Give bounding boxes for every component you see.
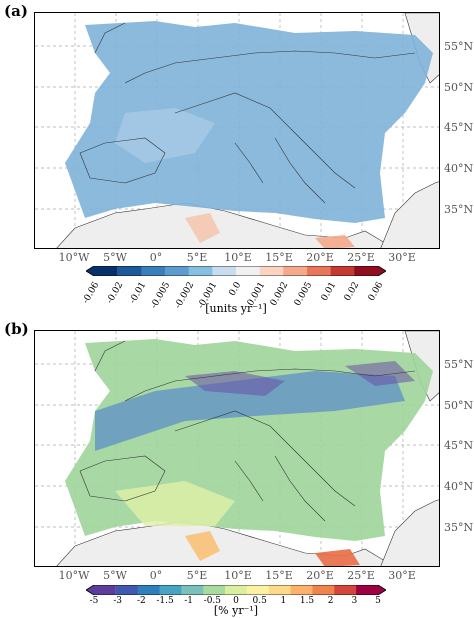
colorbar-segment <box>203 585 226 595</box>
colorbar-segment <box>225 585 248 595</box>
lon-label: 10°E <box>224 251 252 264</box>
colorbar-segment <box>115 585 139 595</box>
colorbar-segment <box>236 266 261 276</box>
colorbar-tick-label: 0.0 <box>227 280 244 298</box>
lon-label: 5°W <box>103 569 127 582</box>
lon-label: 30°E <box>388 251 416 264</box>
lat-label: 45°N <box>444 121 474 134</box>
colorbar-segment <box>246 585 270 595</box>
colorbar-tick-label: -2 <box>136 596 146 606</box>
panel-b-label: (b) <box>4 320 29 338</box>
lon-label: 20°E <box>306 251 334 264</box>
colorbar-segment <box>330 266 355 276</box>
lon-label: 30°E <box>388 569 416 582</box>
colorbar-segment <box>86 585 116 595</box>
lon-label: 5°E <box>186 569 208 582</box>
map-b-canvas <box>35 331 439 566</box>
colorbar-tick-label: -0.002 <box>172 280 196 311</box>
coastlines <box>79 340 416 522</box>
lon-label: 10°W <box>58 569 90 582</box>
map-panel-a <box>34 12 440 249</box>
lat-label: 55°N <box>444 358 474 371</box>
colorbar-segment <box>212 266 237 276</box>
lon-label: 15°E <box>265 251 293 264</box>
colorbar-tick-label: 0.5 <box>252 596 267 606</box>
colorbar-tick-label: -0.01 <box>128 280 149 306</box>
colorbar-segment <box>181 585 204 595</box>
colorbar-tick-label: 3 <box>351 596 358 606</box>
lat-label: 45°N <box>444 439 474 452</box>
colorbar-segment <box>290 585 313 595</box>
coastlines <box>79 22 416 204</box>
colorbar-segment <box>165 266 190 276</box>
panel-a-label: (a) <box>4 2 28 20</box>
lat-label: 35°N <box>444 521 474 534</box>
colorbar-a <box>86 266 386 276</box>
colorbar-tick-label: -0.5 <box>203 596 222 606</box>
lat-label: 55°N <box>444 40 474 53</box>
east-landmass <box>380 181 439 248</box>
colorbar-tick-label: 5 <box>375 596 381 606</box>
lon-label: 0° <box>149 569 163 582</box>
colorbar-segment <box>159 585 182 595</box>
colorbar-segment <box>283 266 308 276</box>
lat-label: 40°N <box>444 480 474 493</box>
colorbar-tick-label: 1 <box>280 596 287 606</box>
lon-label: 5°E <box>186 251 208 264</box>
lon-label: 5°W <box>103 251 127 264</box>
colorbar-tick-label: 0 <box>233 596 239 606</box>
lon-label: 20°E <box>306 569 334 582</box>
colorbar-tick-label: 0.06 <box>366 280 386 303</box>
colorbar-tick-label: -1 <box>184 596 194 606</box>
colorbar-segment <box>117 266 142 276</box>
colorbar-segment <box>86 266 118 276</box>
colorbar-segment <box>141 266 166 276</box>
east-landmass <box>380 499 439 566</box>
colorbar-tick-label: -0.005 <box>149 280 173 311</box>
trend-field-a <box>65 21 433 223</box>
colorbar-tick-label: -1.5 <box>156 596 174 606</box>
colorbar-segment <box>312 585 335 595</box>
lat-label: 50°N <box>444 81 474 94</box>
map-panel-b <box>34 330 440 567</box>
colorbar-segment <box>334 585 357 595</box>
lon-label: 10°W <box>58 251 90 264</box>
lat-label: 50°N <box>444 399 474 412</box>
colorbar-segment <box>268 585 292 595</box>
colorbar-segment <box>354 266 386 276</box>
colorbar-b-unit: [% yr⁻¹] <box>213 604 259 617</box>
lon-label: 25°E <box>347 569 375 582</box>
colorbar-segment <box>188 266 213 276</box>
colorbar-segment <box>307 266 332 276</box>
lon-label: 25°E <box>347 251 375 264</box>
lat-label: 40°N <box>444 162 474 175</box>
colorbar-segment <box>137 585 161 595</box>
colorbar-tick-label: 0.005 <box>292 280 315 308</box>
colorbar-tick-label: -0.06 <box>81 280 102 306</box>
colorbar-tick-label: 0.02 <box>342 280 362 303</box>
colorbar-a-unit: [units yr⁻¹] <box>205 302 267 315</box>
lon-label: 15°E <box>265 569 293 582</box>
colorbar-tick-label: 0.002 <box>269 280 291 308</box>
colorbar-tick-label: -5 <box>89 596 99 606</box>
colorbar-tick-label: -3 <box>113 596 123 606</box>
colorbar-tick-label: 1.5 <box>299 596 315 606</box>
colorbar-segment <box>259 266 284 276</box>
lat-label: 35°N <box>444 203 474 216</box>
colorbar-tick-label: -0.02 <box>104 280 125 306</box>
lon-label: 0° <box>149 251 163 264</box>
colorbar-segment <box>356 585 386 595</box>
colorbar-tick-label: 0.01 <box>319 280 338 303</box>
colorbar-b <box>86 585 386 595</box>
lon-label: 10°E <box>224 569 252 582</box>
colorbar-tick-label: 2 <box>327 596 334 606</box>
map-a-canvas <box>35 13 439 248</box>
